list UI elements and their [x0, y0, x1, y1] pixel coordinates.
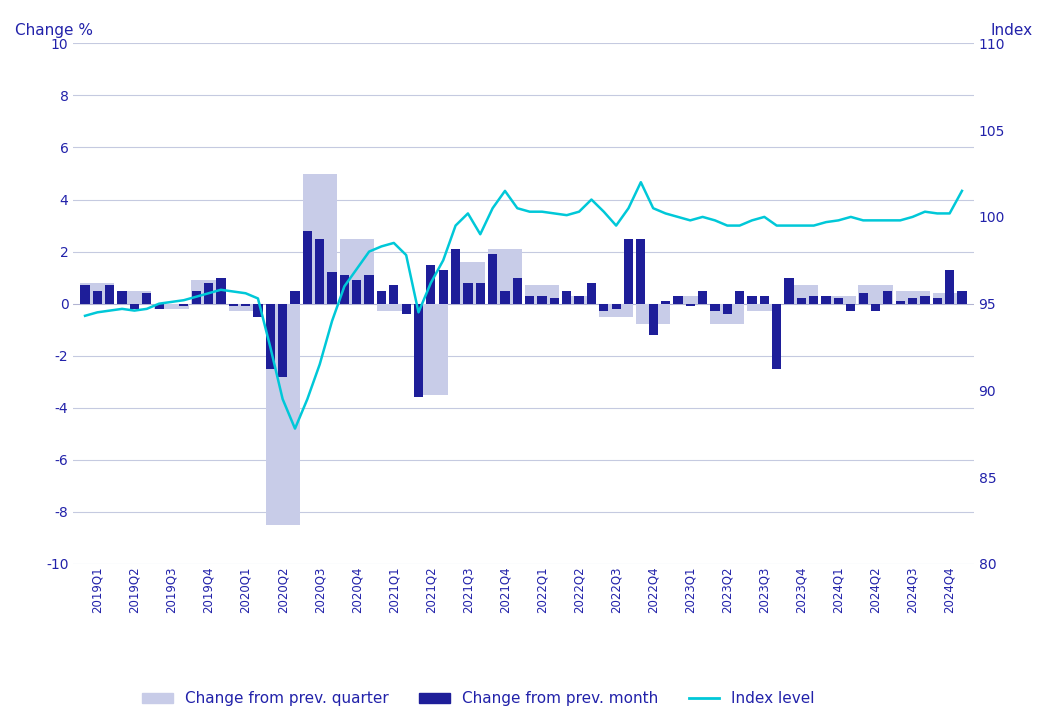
- Bar: [945, 270, 954, 304]
- Bar: [784, 278, 794, 304]
- Bar: [414, 304, 423, 398]
- Bar: [710, 304, 744, 325]
- Bar: [192, 291, 201, 304]
- Bar: [513, 278, 522, 304]
- Bar: [637, 239, 645, 304]
- Bar: [710, 304, 719, 312]
- Bar: [340, 275, 349, 304]
- Bar: [81, 286, 90, 304]
- Bar: [352, 281, 361, 304]
- Bar: [586, 283, 596, 304]
- Bar: [611, 304, 621, 309]
- Bar: [451, 262, 485, 304]
- Bar: [859, 294, 868, 304]
- Bar: [93, 291, 102, 304]
- Bar: [500, 291, 510, 304]
- Bar: [81, 283, 114, 304]
- Text: Change %: Change %: [15, 23, 93, 38]
- Bar: [426, 265, 436, 304]
- Bar: [228, 304, 238, 307]
- Bar: [525, 296, 534, 304]
- Bar: [142, 294, 152, 304]
- Bar: [772, 304, 781, 369]
- Bar: [537, 296, 547, 304]
- Bar: [846, 304, 855, 312]
- Bar: [266, 304, 275, 369]
- Bar: [303, 231, 312, 304]
- Bar: [155, 304, 188, 309]
- Bar: [760, 296, 768, 304]
- Bar: [673, 296, 683, 304]
- Bar: [303, 174, 337, 304]
- Bar: [377, 304, 410, 312]
- Bar: [463, 283, 472, 304]
- Bar: [451, 249, 461, 304]
- Bar: [784, 286, 819, 304]
- Bar: [722, 304, 732, 314]
- Bar: [315, 239, 325, 304]
- Bar: [377, 291, 386, 304]
- Bar: [117, 291, 152, 304]
- Bar: [884, 291, 892, 304]
- Bar: [414, 304, 448, 395]
- Bar: [809, 296, 819, 304]
- Bar: [933, 299, 942, 304]
- Bar: [328, 273, 337, 304]
- Bar: [525, 286, 559, 304]
- Bar: [908, 299, 917, 304]
- Bar: [179, 304, 188, 307]
- Bar: [241, 304, 250, 307]
- Bar: [290, 291, 299, 304]
- Bar: [155, 304, 163, 309]
- Bar: [748, 296, 757, 304]
- Bar: [105, 286, 114, 304]
- Bar: [698, 291, 707, 304]
- Bar: [673, 296, 708, 304]
- Bar: [488, 254, 497, 304]
- Bar: [364, 275, 374, 304]
- Bar: [957, 291, 966, 304]
- Bar: [130, 304, 139, 309]
- Bar: [624, 239, 633, 304]
- Bar: [228, 304, 263, 312]
- Legend: Change from prev. quarter, Change from prev. month, Index level: Change from prev. quarter, Change from p…: [136, 685, 821, 712]
- Bar: [192, 281, 225, 304]
- Bar: [920, 296, 930, 304]
- Bar: [599, 304, 633, 317]
- Bar: [439, 270, 448, 304]
- Bar: [253, 304, 263, 317]
- Bar: [748, 304, 781, 312]
- Text: Index: Index: [990, 23, 1032, 38]
- Bar: [599, 304, 608, 312]
- Bar: [822, 296, 855, 304]
- Bar: [562, 296, 596, 304]
- Bar: [661, 301, 670, 304]
- Bar: [648, 304, 658, 335]
- Bar: [204, 283, 214, 304]
- Bar: [475, 283, 485, 304]
- Bar: [686, 304, 695, 307]
- Bar: [933, 294, 966, 304]
- Bar: [895, 301, 905, 304]
- Bar: [871, 304, 881, 312]
- Bar: [266, 304, 299, 525]
- Bar: [735, 291, 744, 304]
- Bar: [575, 296, 584, 304]
- Bar: [389, 286, 399, 304]
- Bar: [833, 299, 843, 304]
- Bar: [217, 278, 225, 304]
- Bar: [822, 296, 830, 304]
- Bar: [797, 299, 806, 304]
- Bar: [402, 304, 410, 314]
- Bar: [895, 291, 930, 304]
- Bar: [279, 304, 287, 377]
- Bar: [562, 291, 572, 304]
- Bar: [117, 291, 127, 304]
- Bar: [339, 239, 374, 304]
- Bar: [488, 249, 522, 304]
- Bar: [550, 299, 559, 304]
- Bar: [859, 286, 892, 304]
- Bar: [637, 304, 670, 325]
